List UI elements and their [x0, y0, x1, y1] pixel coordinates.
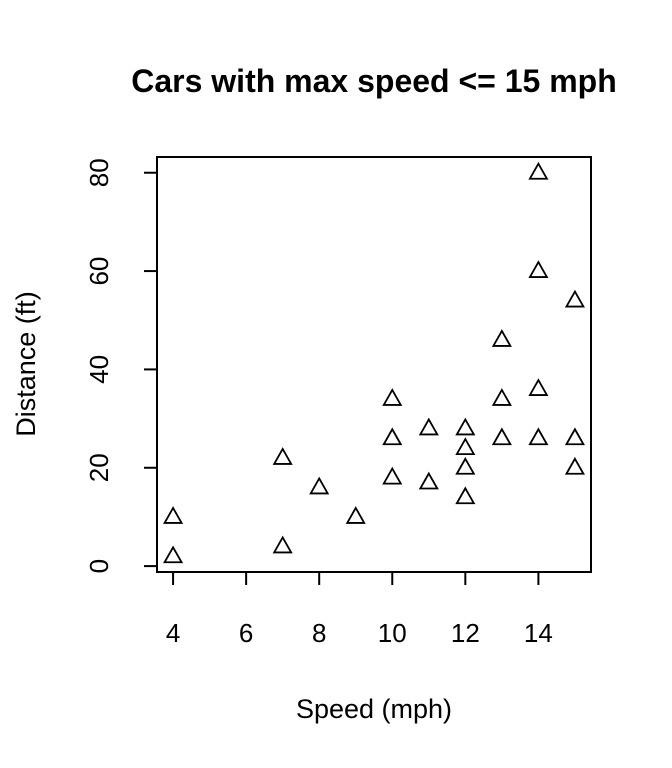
data-point [564, 456, 585, 475]
data-point [418, 417, 439, 436]
data-point [382, 427, 403, 446]
x-axis-label: Speed (mph) [296, 694, 452, 724]
chart-title: Cars with max speed <= 15 mph [131, 63, 617, 99]
plot-frame [156, 156, 592, 573]
data-point [491, 388, 512, 406]
y-axis: 0 20 40 60 80 [84, 158, 158, 573]
y-tick-label: 20 [84, 453, 114, 482]
x-tick-label: 10 [378, 618, 407, 648]
data-point [528, 161, 549, 180]
x-tick-label: 14 [524, 618, 553, 648]
data-point [455, 437, 476, 455]
data-point [163, 506, 184, 524]
y-tick-label: 80 [84, 158, 114, 187]
x-tick-label: 6 [239, 618, 253, 648]
data-point [528, 427, 549, 446]
x-tick-label: 8 [312, 618, 326, 648]
data-point [528, 378, 549, 396]
x-tick-label: 4 [166, 618, 180, 648]
data-point [345, 506, 366, 524]
data-point [455, 417, 476, 436]
y-axis-label: Distance (ft) [11, 291, 41, 437]
data-point [382, 388, 403, 406]
data-point [163, 545, 184, 564]
data-points [163, 161, 585, 564]
x-tick-label: 12 [451, 618, 480, 648]
x-axis: 4 6 8 10 12 14 [166, 571, 553, 648]
data-point [418, 471, 439, 490]
data-point [272, 447, 293, 465]
y-tick-label: 60 [84, 257, 114, 286]
y-tick-label: 0 [84, 559, 114, 573]
data-point [564, 289, 585, 308]
data-point [382, 466, 403, 485]
y-tick-label: 40 [84, 355, 114, 384]
data-point [491, 427, 512, 446]
data-point [455, 456, 476, 475]
data-point [491, 329, 512, 347]
data-point [564, 427, 585, 446]
data-point [528, 260, 549, 278]
data-point [309, 476, 330, 495]
data-point [272, 535, 293, 554]
data-point [455, 486, 476, 505]
